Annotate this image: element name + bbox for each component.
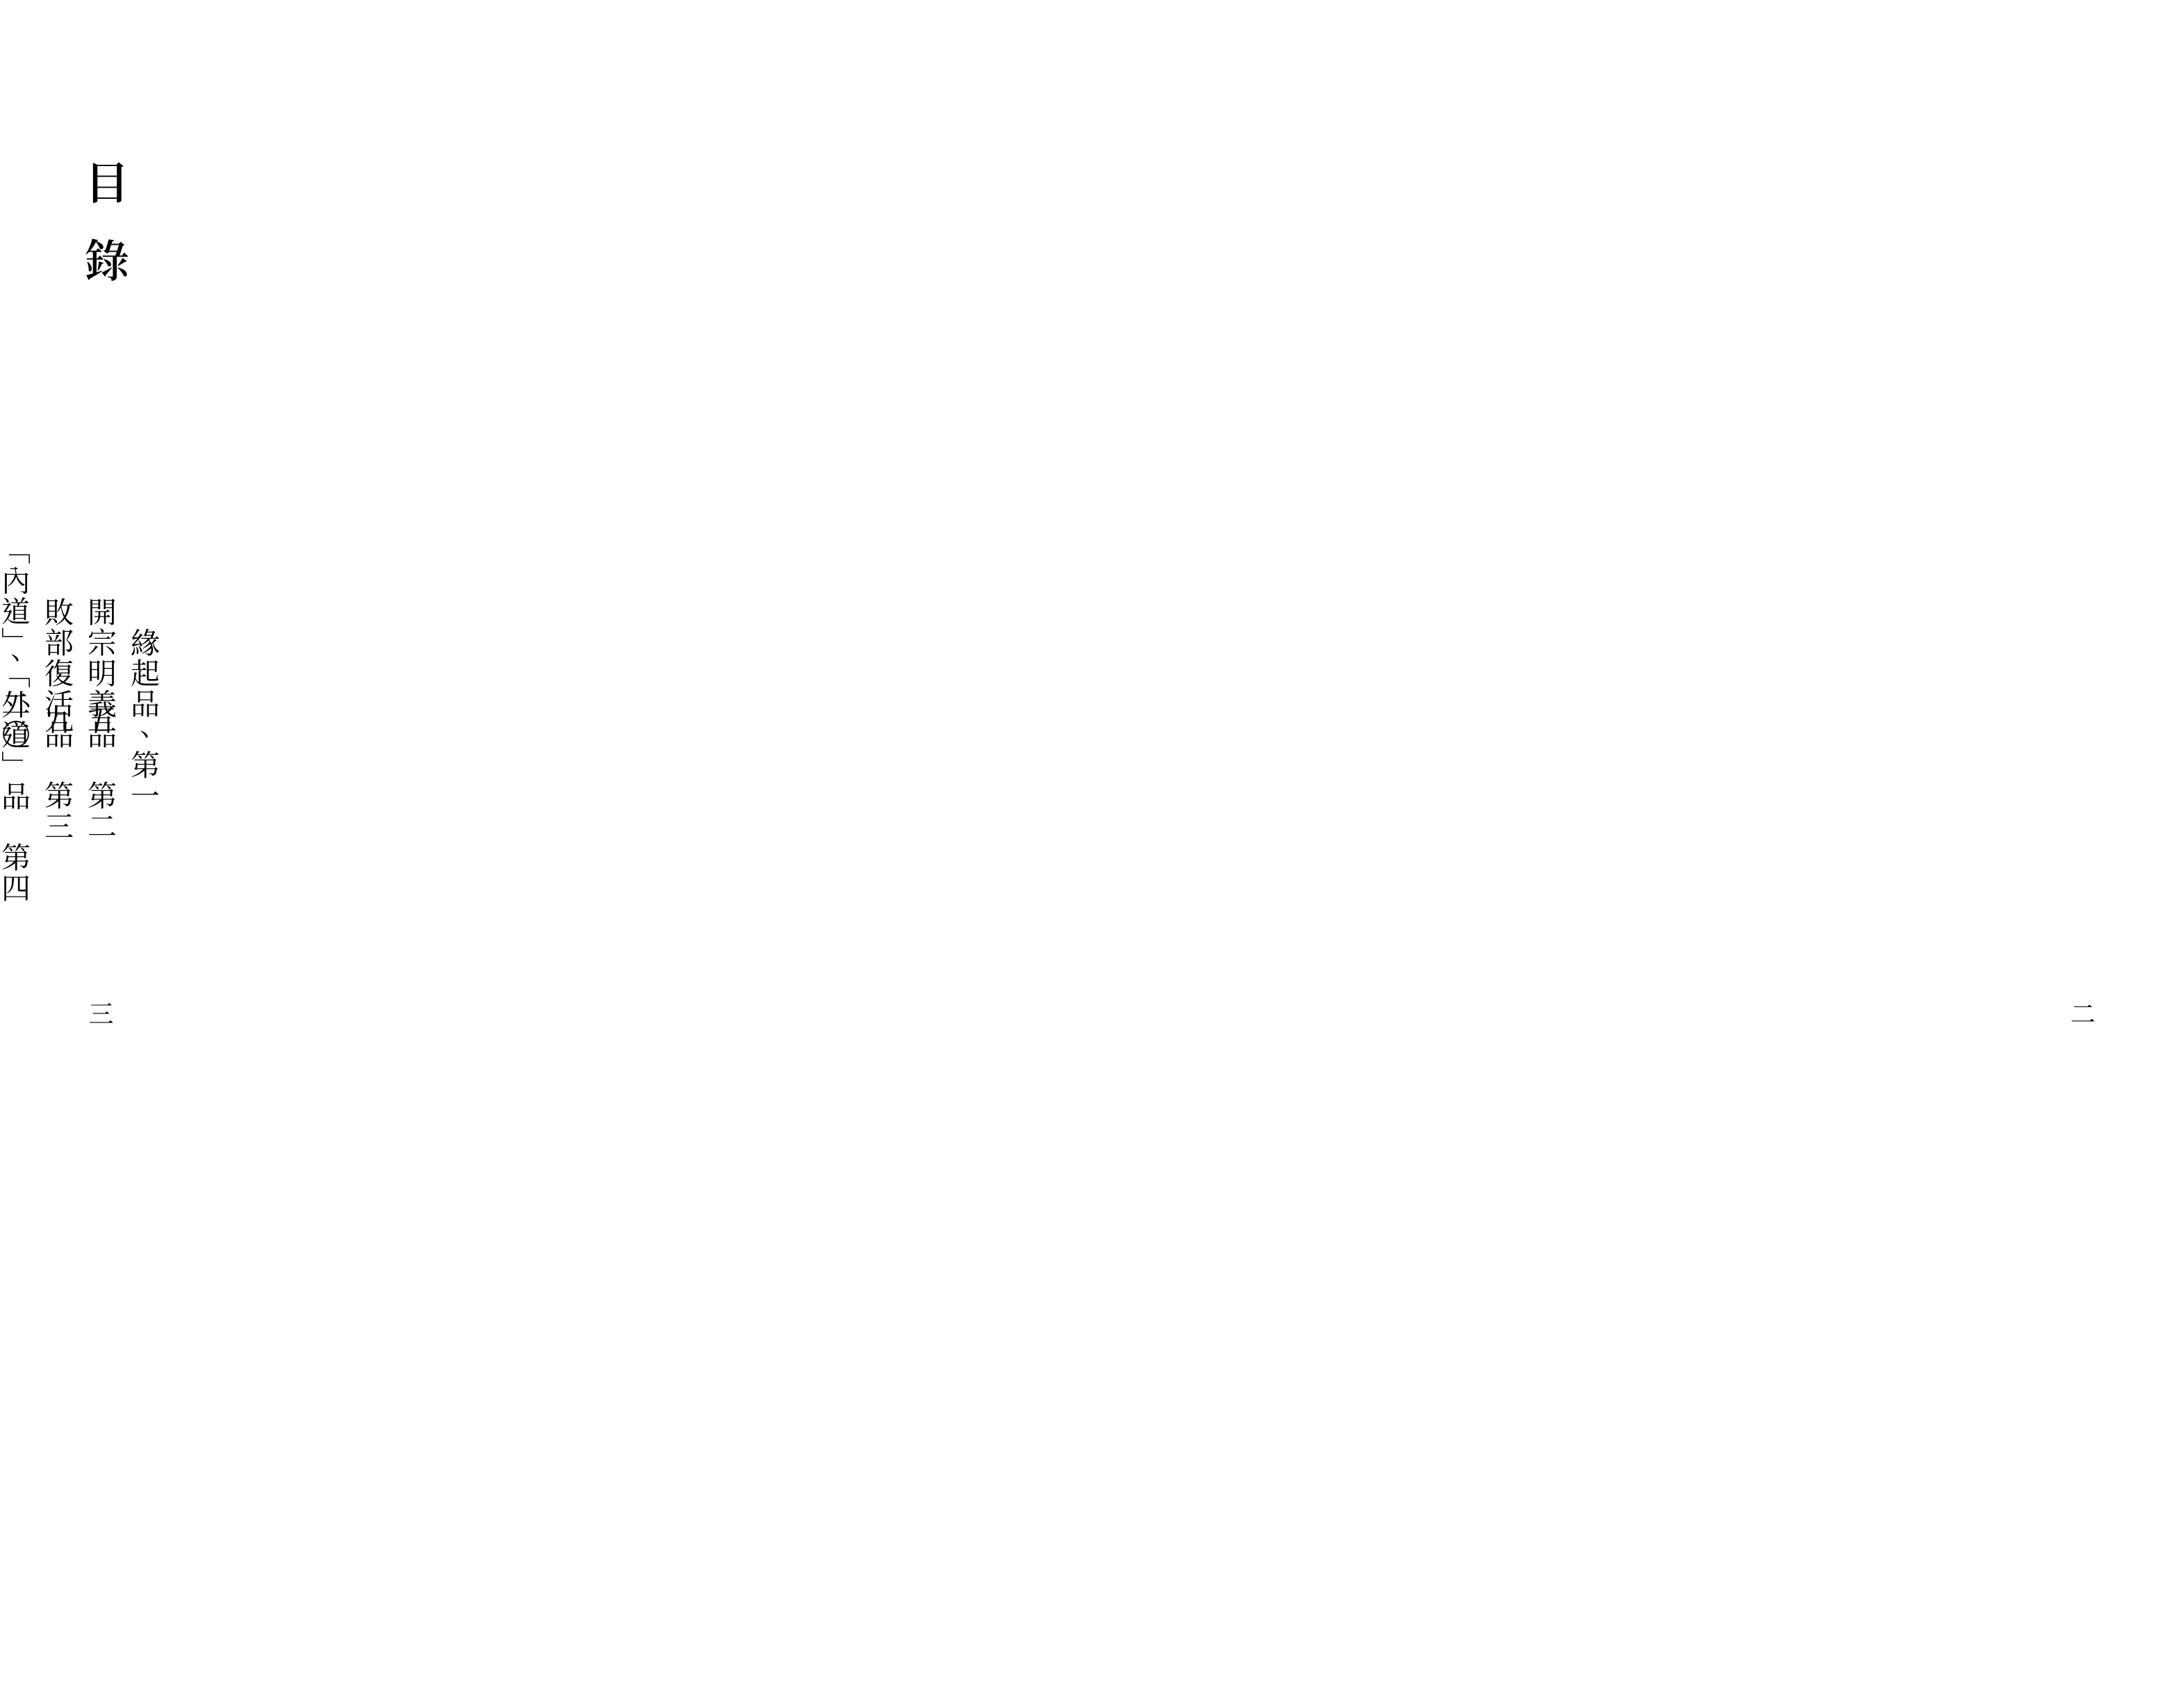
toc-entry: 「內道」、「外道」品 第四 二八 <box>0 111 38 1328</box>
page-number-left: 三 <box>83 1001 119 1029</box>
toc-entry: 敗部復活品 第三 二〇 <box>38 111 81 1328</box>
toc-label: 「內道」、「外道」品 第四 <box>0 535 38 904</box>
toc-entry: 緣起品、第一 五 <box>124 111 167 1328</box>
page-right: 二 <box>1962 0 2101 1698</box>
toc-label: 敗部復活品 第三 <box>38 597 81 842</box>
toc-label: 開宗明義品 第二 <box>81 597 124 842</box>
page-number-right: 二 <box>2065 1001 2101 1029</box>
toc-entry: 開宗明義品 第二 九 <box>81 111 124 1328</box>
toc-label: 緣起品、第一 <box>124 628 167 811</box>
toc: 緣起品、第一 五 開宗明義品 第二 九 敗部復活品 第三 二〇 「內道」、「外道… <box>0 111 167 1328</box>
page-left: 目錄 緣起品、第一 五 開宗明義品 第二 九 敗部復活品 第三 二〇 「內道」、… <box>83 0 750 1698</box>
